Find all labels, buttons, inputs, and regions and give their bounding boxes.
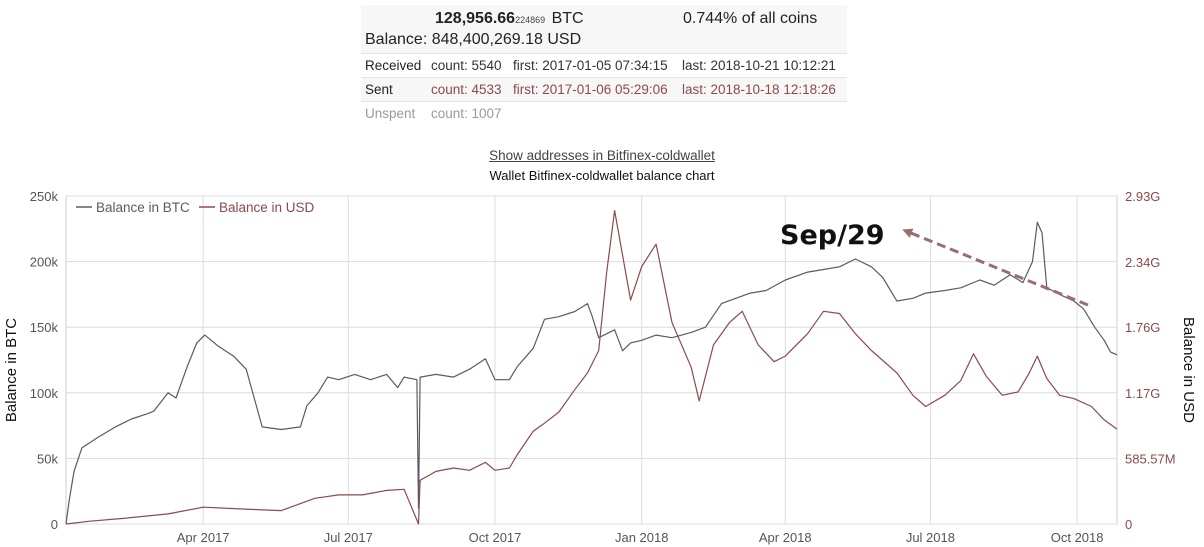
x-tick-label: Apr 2017 bbox=[177, 530, 230, 545]
received-row: Received count: 5540 first: 2017-01-05 0… bbox=[361, 53, 847, 77]
unspent-label: Unspent bbox=[365, 106, 416, 121]
grid bbox=[66, 195, 1117, 525]
y2-tick-label: 0 bbox=[1125, 517, 1132, 532]
btc-unit: BTC bbox=[551, 10, 584, 27]
axes-layer: 0 50k 100k 150k 200k 250k 0 585.57M 1.17G 1.76G 2.… bbox=[30, 189, 1176, 545]
x-tick-label: Jan 2018 bbox=[615, 530, 669, 545]
x-tick-label: Apr 2018 bbox=[759, 530, 812, 545]
received-label: Received bbox=[365, 58, 422, 73]
y2-axis-title: Balance in USD bbox=[1180, 317, 1197, 423]
y-tick-label: 250k bbox=[30, 189, 59, 204]
btc-balance-fraction: 224869 bbox=[515, 15, 546, 25]
legend-usd-label[interactable]: Balance in USD bbox=[219, 200, 315, 215]
received-count: count: 5540 bbox=[431, 58, 502, 73]
y2-tick-label: 2.93G bbox=[1125, 189, 1160, 204]
received-first: first: 2017-01-05 07:34:15 bbox=[513, 58, 668, 73]
unspent-count: count: 1007 bbox=[431, 106, 502, 121]
series-layer bbox=[65, 210, 1118, 525]
sent-first: first: 2017-01-06 05:29:06 bbox=[513, 82, 668, 97]
x-tick-label: Jul 2018 bbox=[906, 530, 955, 545]
sent-row: Sent count: 4533 first: 2017-01-06 05:29… bbox=[361, 77, 847, 101]
series-line-btc bbox=[65, 221, 1118, 525]
received-last: last: 2018-10-21 10:12:21 bbox=[682, 58, 836, 73]
annotation-label: Sep/29 bbox=[780, 220, 885, 251]
show-addresses-container: Show addresses in Bitfinex-coldwallet bbox=[0, 148, 1204, 163]
btc-balance: 128,956.66224869 BTC bbox=[435, 10, 584, 28]
y-axis-title: Balance in BTC bbox=[3, 318, 20, 422]
y-tick-label: 100k bbox=[30, 386, 59, 401]
coin-share: 0.744% of all coins bbox=[683, 10, 818, 27]
y2-tick-label: 2.34G bbox=[1125, 255, 1160, 270]
y-tick-label: 0 bbox=[51, 517, 58, 532]
chart-title: Wallet Bitfinex-coldwallet balance chart bbox=[489, 168, 715, 183]
legend-btc-label[interactable]: Balance in BTC bbox=[96, 200, 190, 215]
y-tick-label: 50k bbox=[37, 451, 58, 466]
x-tick-label: Jul 2017 bbox=[324, 530, 373, 545]
wallet-info-panel: 128,956.66224869 BTC 0.744% of all coins… bbox=[361, 5, 847, 125]
show-addresses-link[interactable]: Show addresses in Bitfinex-coldwallet bbox=[489, 148, 715, 163]
sent-last: last: 2018-10-18 12:18:26 bbox=[682, 82, 836, 97]
btc-balance-main: 128,956.66 bbox=[435, 10, 516, 27]
y-tick-label: 200k bbox=[30, 255, 59, 270]
legend: Balance in BTC Balance in USD bbox=[76, 200, 315, 215]
x-tick-label: Oct 2018 bbox=[1051, 530, 1104, 545]
x-tick-label: Oct 2017 bbox=[469, 530, 522, 545]
sent-label: Sent bbox=[365, 82, 393, 97]
series-line-usd bbox=[65, 210, 1118, 525]
y2-tick-label: 585.57M bbox=[1125, 451, 1176, 466]
annotation-arrow bbox=[902, 228, 1089, 307]
y-tick-label: 150k bbox=[30, 320, 59, 335]
unspent-row: Unspent count: 1007 bbox=[361, 101, 847, 125]
sent-count: count: 4533 bbox=[431, 82, 502, 97]
y2-tick-label: 1.17G bbox=[1125, 386, 1160, 401]
usd-balance: Balance: 848,400,269.18 USD bbox=[365, 31, 582, 48]
plot-area bbox=[65, 195, 1118, 525]
y2-tick-label: 1.76G bbox=[1125, 320, 1160, 335]
wallet-summary-header: 128,956.66224869 BTC 0.744% of all coins… bbox=[361, 5, 847, 53]
